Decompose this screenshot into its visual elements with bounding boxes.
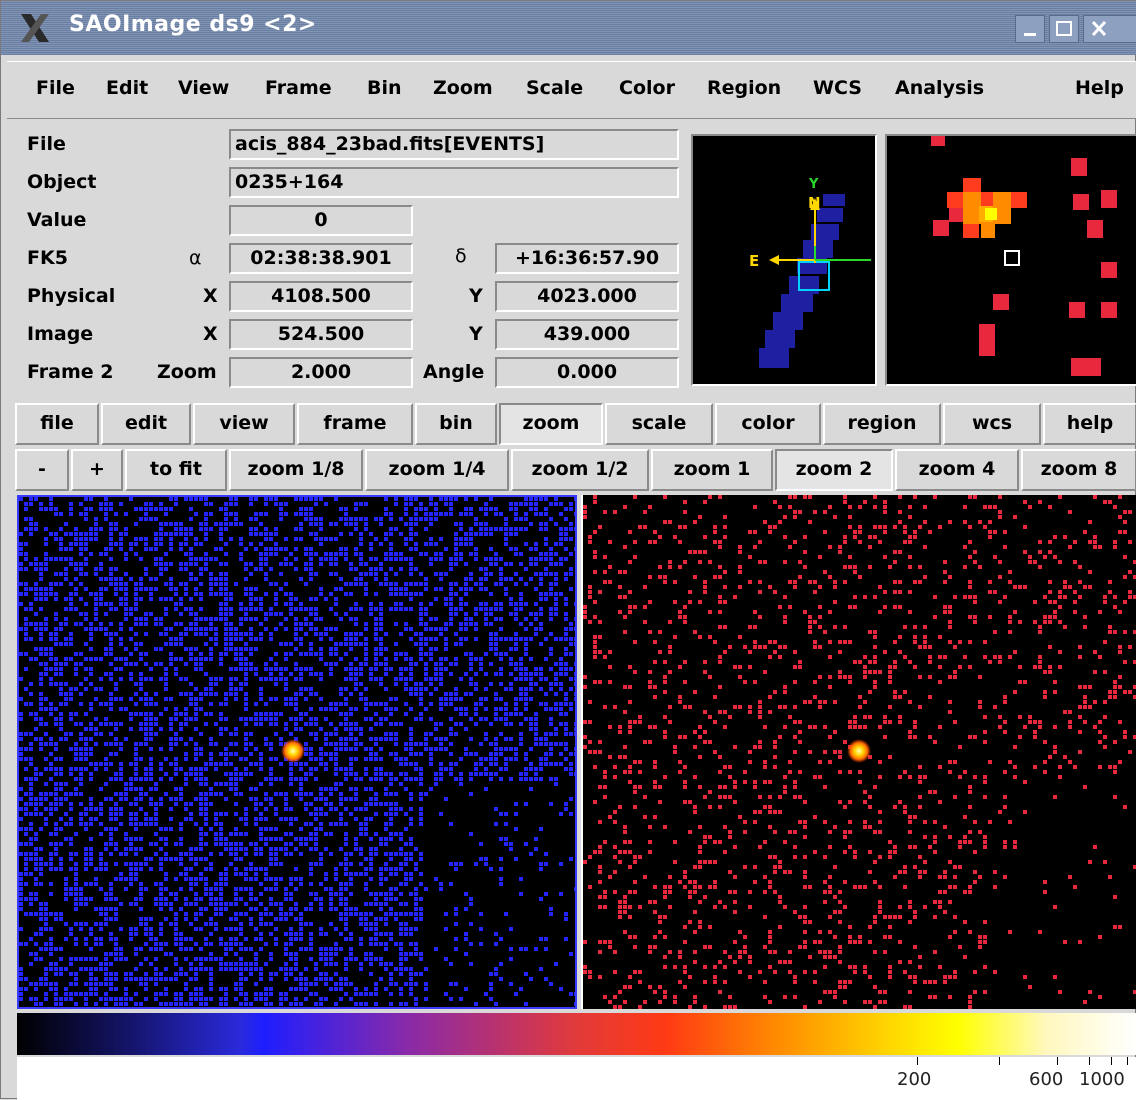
- frame-label: Frame 2: [27, 361, 113, 383]
- menu-wcs[interactable]: WCS: [813, 77, 862, 99]
- colorbar-tick-200: 200: [897, 1069, 931, 1090]
- magnifier: [885, 134, 1136, 386]
- physical-y-label: Y: [469, 285, 483, 307]
- angle-label: Angle: [423, 361, 484, 383]
- title-bar[interactable]: SAOImage ds9 <2>: [1, 1, 1136, 55]
- zoom-in-button[interactable]: +: [71, 449, 123, 491]
- panner-image: N Y E: [693, 136, 871, 380]
- frame-1-image[interactable]: [17, 495, 577, 1009]
- zoom-to-fit-button[interactable]: to fit: [125, 449, 227, 491]
- source-blob: [847, 739, 871, 763]
- menu-bin[interactable]: Bin: [367, 77, 402, 99]
- button-edit[interactable]: edit: [101, 403, 191, 445]
- menu-analysis[interactable]: Analysis: [895, 77, 984, 99]
- menu-scale[interactable]: Scale: [526, 77, 583, 99]
- button-help[interactable]: help: [1043, 403, 1136, 445]
- menu-edit[interactable]: Edit: [106, 77, 148, 99]
- magnifier-image: [887, 136, 1133, 380]
- zoom-out-button[interactable]: -: [15, 449, 69, 491]
- magnifier-cursor: [1005, 251, 1019, 265]
- alpha-symbol: α: [189, 247, 202, 269]
- fk5-label: FK5: [27, 247, 68, 269]
- physical-x-label: X: [203, 285, 218, 307]
- zoom-label: Zoom: [157, 361, 217, 383]
- frame-2-image[interactable]: [581, 495, 1136, 1009]
- menu-bar: File Edit View Frame Bin Zoom Scale Colo…: [7, 61, 1136, 119]
- menu-view[interactable]: View: [178, 77, 229, 99]
- menu-help[interactable]: Help: [1075, 77, 1124, 99]
- physical-y-field: 4023.000: [495, 281, 679, 312]
- window-title: SAOImage ds9 <2>: [69, 12, 317, 37]
- image-y-field: 439.000: [495, 319, 679, 350]
- frame-2-canvas: [583, 495, 1136, 1009]
- button-frame[interactable]: frame: [297, 403, 413, 445]
- source-blob: [281, 739, 305, 763]
- panner-n-label: N: [808, 194, 821, 212]
- alpha-field: 02:38:38.901: [229, 243, 413, 274]
- image-y-label: Y: [469, 323, 483, 345]
- button-file[interactable]: file: [15, 403, 99, 445]
- file-label: File: [27, 133, 66, 155]
- maximize-button[interactable]: [1049, 15, 1079, 43]
- menu-frame[interactable]: Frame: [265, 77, 332, 99]
- info-panel: File acis_884_23bad.fits[EVENTS] Object …: [17, 125, 681, 395]
- physical-label: Physical: [27, 285, 115, 307]
- minimize-icon: [1016, 16, 1044, 42]
- image-x-field: 524.500: [229, 319, 413, 350]
- value-field: 0: [229, 205, 413, 236]
- button-bar: file edit view frame bin zoom scale colo…: [1, 403, 1136, 445]
- x-logo-icon: [19, 12, 51, 44]
- minimize-button[interactable]: [1015, 15, 1045, 43]
- zoom-1-8-button[interactable]: zoom 1/8: [229, 449, 363, 491]
- image-label: Image: [27, 323, 93, 345]
- button-zoom[interactable]: zoom: [499, 403, 603, 445]
- zoom-4-button[interactable]: zoom 4: [895, 449, 1019, 491]
- colorbar-tick-600: 600: [1029, 1069, 1063, 1090]
- value-label: Value: [27, 209, 86, 231]
- button-view[interactable]: view: [193, 403, 295, 445]
- close-button[interactable]: [1083, 15, 1136, 43]
- delta-field: +16:36:57.90: [495, 243, 679, 274]
- physical-x-field: 4108.500: [229, 281, 413, 312]
- menu-region[interactable]: Region: [707, 77, 781, 99]
- zoom-1-2-button[interactable]: zoom 1/2: [511, 449, 649, 491]
- colorbar-axis: 200 600 1000: [17, 1057, 1136, 1100]
- zoom-8-button[interactable]: zoom 8: [1021, 449, 1136, 491]
- button-scale[interactable]: scale: [605, 403, 713, 445]
- zoom-2-button[interactable]: zoom 2: [775, 449, 893, 491]
- button-region[interactable]: region: [823, 403, 941, 445]
- button-color[interactable]: color: [715, 403, 821, 445]
- zoom-field: 2.000: [229, 357, 413, 388]
- file-field: acis_884_23bad.fits[EVENTS]: [229, 129, 679, 160]
- panner[interactable]: N Y E: [691, 134, 877, 386]
- image-x-label: X: [203, 323, 218, 345]
- menu-zoom[interactable]: Zoom: [433, 77, 493, 99]
- panner-e-label: E: [749, 252, 759, 270]
- close-icon: [1084, 16, 1136, 42]
- object-label: Object: [27, 171, 97, 193]
- menu-file[interactable]: File: [36, 77, 75, 99]
- button-wcs[interactable]: wcs: [943, 403, 1041, 445]
- object-field: 0235+164: [229, 167, 679, 198]
- frame-1-canvas: [19, 497, 575, 1007]
- zoom-button-bar: - + to fit zoom 1/8 zoom 1/4 zoom 1/2 zo…: [1, 449, 1136, 491]
- zoom-1-4-button[interactable]: zoom 1/4: [365, 449, 509, 491]
- angle-field: 0.000: [495, 357, 679, 388]
- panner-y-label: Y: [808, 177, 819, 192]
- menu-color[interactable]: Color: [619, 77, 675, 99]
- delta-symbol: δ: [455, 245, 467, 267]
- maximize-icon: [1050, 16, 1078, 42]
- colorbar-tick-1000: 1000: [1079, 1069, 1125, 1090]
- zoom-1-button[interactable]: zoom 1: [651, 449, 773, 491]
- button-bin[interactable]: bin: [415, 403, 497, 445]
- colorbar[interactable]: [17, 1013, 1136, 1055]
